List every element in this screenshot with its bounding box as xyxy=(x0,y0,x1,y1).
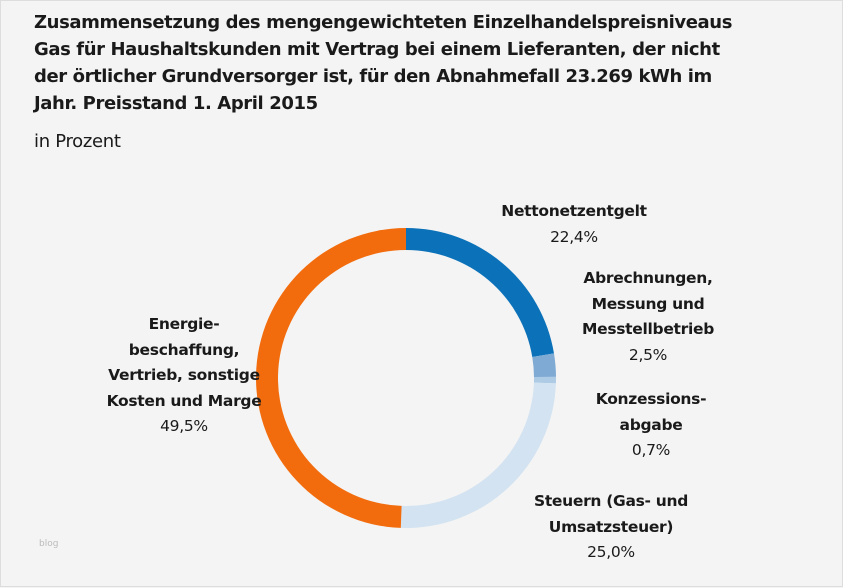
slice-label-name: Umsatzsteuer) xyxy=(548,517,674,536)
donut-slice xyxy=(406,228,554,358)
slice-label-name: Steuern (Gas- und xyxy=(533,492,689,510)
donut-slice xyxy=(400,382,556,528)
donut-slice xyxy=(533,376,556,384)
slice-label-name: Abrechnungen, xyxy=(583,269,713,287)
slice-label: Konzessions-abgabe 0,7% xyxy=(595,387,707,464)
title-line: Zusammensetzung des mengengewichteten Ei… xyxy=(34,12,733,33)
slice-label: Abrechnungen, Messung und Messtellbetrieb 2… xyxy=(582,266,714,368)
slice-label-name: Messtellbetrieb xyxy=(581,320,715,338)
slice-label-name: abgabe xyxy=(619,415,683,434)
donut-slice xyxy=(255,228,406,528)
slice-label: Steuern (Gas- und Umsatzsteuer) 25,0% xyxy=(534,489,688,566)
slice-label-name: Konzessions- xyxy=(595,390,707,408)
chart-title: Zusammensetzung des mengengewichteten Ei… xyxy=(34,9,732,117)
slice-label-name: Kosten und Marge xyxy=(106,391,262,410)
slice-label-name: beschaffung, xyxy=(128,340,240,359)
slice-label: Energie-beschaffung, Vertrieb, sonstige Ko… xyxy=(107,312,262,440)
watermark: blog xyxy=(39,539,59,549)
slice-label-name: Messung und xyxy=(591,294,705,313)
slice-label-value: 2,5% xyxy=(628,345,668,364)
slice-label-name: Vertrieb, sonstige xyxy=(108,366,260,384)
title-line: Jahr. Preisstand 1. April 2015 xyxy=(34,93,318,114)
title-line: der örtlicher Grundversorger ist, für de… xyxy=(34,66,712,87)
slice-label-name: Energie- xyxy=(148,315,220,333)
slice-label-value: 22,4% xyxy=(550,227,598,246)
slice-label-value: 0,7% xyxy=(631,441,671,459)
slice-label-name: Nettonetzentgelt xyxy=(501,202,647,220)
slice-label: Nettonetzentgelt 22,4% xyxy=(501,199,647,250)
donut-slice xyxy=(532,353,556,377)
chart-subtitle: in Prozent xyxy=(34,131,121,152)
slice-label-value: 25,0% xyxy=(587,543,635,561)
slice-label-value: 49,5% xyxy=(160,417,208,435)
title-line: Gas für Haushaltskunden mit Vertrag bei … xyxy=(34,39,720,60)
